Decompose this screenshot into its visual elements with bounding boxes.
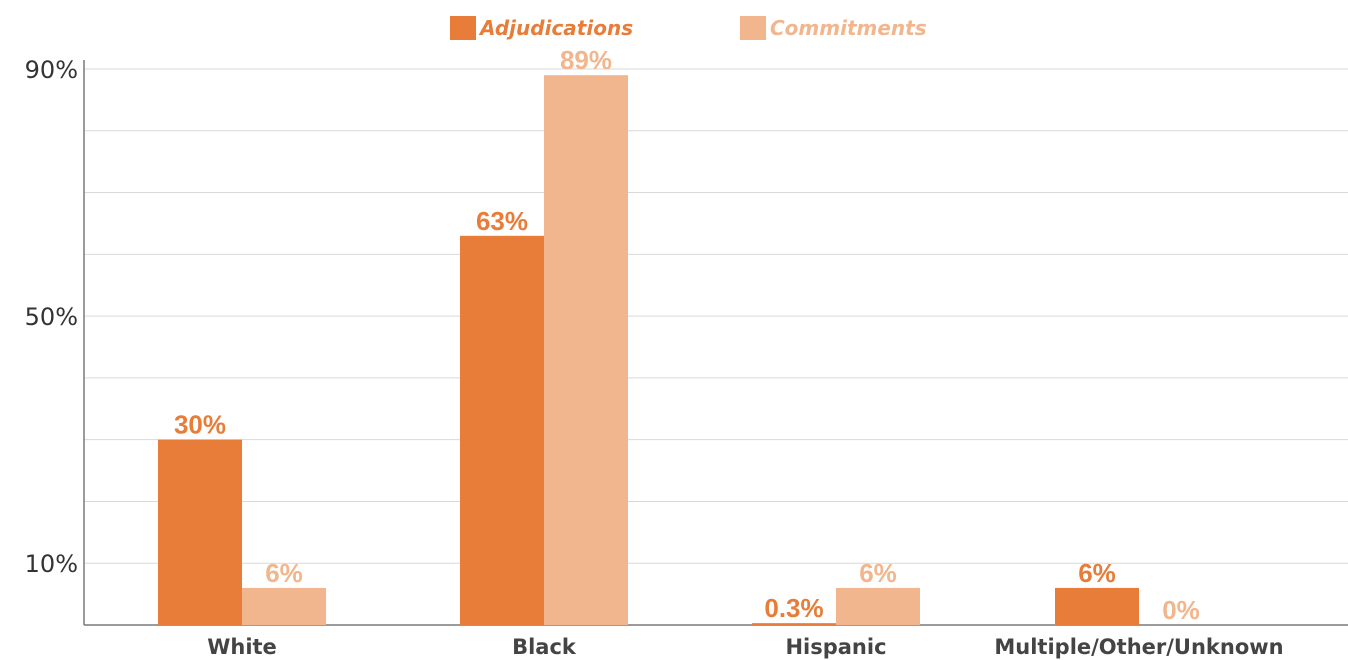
x-tick-label: Black [512, 635, 577, 659]
x-tick-label: White [207, 635, 277, 659]
data-label-commitments: 0% [1162, 595, 1200, 625]
legend-swatch-adjudications [450, 16, 476, 40]
legend-item-commitments: Commitments [740, 16, 927, 40]
data-label-adjudications: 30% [174, 410, 226, 440]
data-label-commitments: 6% [265, 558, 303, 588]
y-tick-label: 90% [25, 56, 78, 84]
bar-commitments [836, 587, 920, 625]
data-label-commitments: 6% [859, 558, 897, 588]
bar-adjudications [460, 235, 544, 626]
x-tick-label: Multiple/Other/Unknown [994, 635, 1283, 659]
legend-swatch-commitments [740, 16, 766, 40]
bar-adjudications [158, 439, 242, 625]
chart-legend: Adjudications Commitments [0, 16, 1348, 46]
bar-adjudications [1055, 587, 1139, 625]
data-label-adjudications: 0.3% [764, 593, 823, 623]
x-tick-label: Hispanic [785, 635, 886, 659]
legend-label-adjudications: Adjudications [480, 16, 634, 40]
y-tick-label: 10% [25, 550, 78, 578]
data-label-commitments: 89% [560, 45, 612, 75]
data-label-adjudications: 63% [476, 206, 528, 236]
bar-commitments [544, 75, 628, 625]
bar-commitments [242, 587, 326, 625]
legend-item-adjudications: Adjudications [450, 16, 633, 40]
bar-adjudications [752, 623, 836, 625]
legend-label-commitments: Commitments [770, 16, 927, 40]
data-label-adjudications: 6% [1078, 558, 1116, 588]
y-tick-label: 50% [25, 303, 78, 331]
